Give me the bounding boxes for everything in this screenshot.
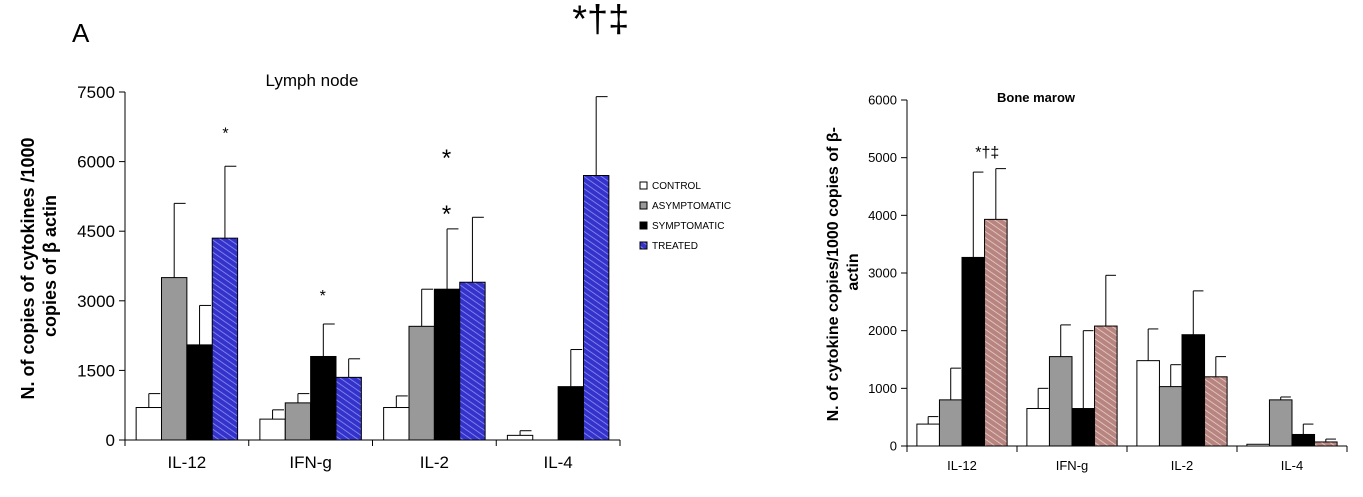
significance-marker: * bbox=[442, 201, 451, 228]
bar bbox=[1291, 433, 1316, 447]
chart-title: Bone marow bbox=[997, 90, 1076, 105]
bar bbox=[1026, 408, 1050, 447]
significance-marker: * bbox=[222, 125, 228, 142]
legend-entry: SYMPTOMATIC bbox=[652, 221, 724, 232]
x-tick-label: IL-12 bbox=[947, 458, 977, 473]
bar bbox=[161, 277, 188, 441]
y-axis-label-line-1: N. of copies of cytokines /1000 bbox=[18, 137, 38, 399]
y-tick-label: 3000 bbox=[77, 292, 115, 311]
bar bbox=[506, 434, 534, 441]
chart-title: Lymph node bbox=[266, 71, 359, 90]
bar bbox=[1314, 441, 1338, 447]
bar bbox=[1268, 399, 1293, 447]
y-tick-label: 5000 bbox=[868, 150, 897, 165]
bar bbox=[938, 399, 963, 447]
y-tick-label: 1000 bbox=[868, 381, 897, 396]
y-tick-label: 0 bbox=[890, 439, 897, 454]
y-tick-label: 6000 bbox=[868, 93, 897, 108]
legend-swatch bbox=[639, 241, 648, 250]
bar bbox=[284, 402, 312, 441]
y-tick-label: 2000 bbox=[868, 323, 897, 338]
legend-entry: CONTROL bbox=[652, 181, 701, 192]
x-tick-label: IFN-g bbox=[1056, 458, 1089, 473]
bar bbox=[1048, 356, 1073, 447]
legend-entry: TREATED bbox=[652, 241, 698, 252]
bar bbox=[259, 418, 286, 441]
x-tick-label: IFN-g bbox=[289, 453, 332, 472]
lymph-node-chart: Lymph node N. of copies of cytokines /10… bbox=[18, 0, 629, 472]
y-tick-label: 0 bbox=[106, 431, 115, 450]
significance-marker: *†‡ bbox=[975, 145, 999, 162]
x-tick-label: IL-2 bbox=[420, 453, 449, 472]
legend-swatch bbox=[639, 221, 648, 230]
y-tick-label: 4500 bbox=[77, 222, 115, 241]
y-axis-label-line-2: copies of β actin bbox=[40, 195, 60, 337]
bar bbox=[582, 175, 610, 441]
legend-entry: ASYMPTOMATIC bbox=[652, 201, 731, 212]
legend: CONTROL ASYMPTOMATIC SYMPTOMATIC TREATED bbox=[639, 181, 731, 252]
significance-marker: * bbox=[320, 288, 326, 305]
y-axis-label: N. of cytokine copies/1000 copies of β- … bbox=[825, 123, 862, 422]
panel-label: A bbox=[72, 18, 90, 48]
bar bbox=[335, 376, 362, 441]
bar bbox=[1158, 386, 1183, 447]
bar bbox=[383, 407, 410, 441]
y-tick-label: 4000 bbox=[868, 208, 897, 223]
legend-swatch bbox=[639, 201, 648, 210]
y-axis-label-line-2: actin bbox=[845, 253, 862, 290]
y-axis-label: N. of copies of cytokines /1000 copies o… bbox=[18, 132, 60, 399]
y-axis-label-line-1: N. of cytokine copies/1000 copies of β- bbox=[825, 127, 842, 421]
x-tick-label: IL-4 bbox=[1281, 458, 1303, 473]
bar bbox=[916, 423, 940, 447]
bar bbox=[961, 256, 986, 447]
bar bbox=[408, 325, 435, 441]
bar bbox=[1136, 360, 1160, 447]
bar bbox=[1071, 408, 1096, 447]
x-tick-label: IL-2 bbox=[1171, 458, 1193, 473]
legend-swatch bbox=[639, 181, 648, 190]
bar bbox=[459, 281, 486, 441]
bar bbox=[984, 218, 1008, 447]
bar bbox=[433, 288, 461, 441]
x-tick-label: IL-4 bbox=[543, 453, 572, 472]
bar bbox=[557, 386, 584, 441]
bone-marrow-chart: Bone marow N. of cytokine copies/1000 co… bbox=[825, 90, 1348, 473]
significance-marker: *†‡ bbox=[572, 0, 629, 41]
y-tick-label: 6000 bbox=[77, 153, 115, 172]
significance-marker: * bbox=[442, 145, 451, 172]
y-tick-label: 1500 bbox=[77, 361, 115, 380]
bar bbox=[211, 237, 239, 441]
bar bbox=[1094, 325, 1118, 447]
bar bbox=[1246, 443, 1270, 447]
y-tick-label: 7500 bbox=[77, 83, 115, 102]
bar bbox=[135, 407, 163, 441]
x-tick-label: IL-12 bbox=[168, 453, 207, 472]
bar bbox=[310, 355, 337, 441]
bar bbox=[186, 344, 213, 441]
y-tick-label: 3000 bbox=[868, 266, 897, 281]
bar bbox=[1204, 376, 1228, 447]
bar bbox=[1181, 334, 1206, 447]
